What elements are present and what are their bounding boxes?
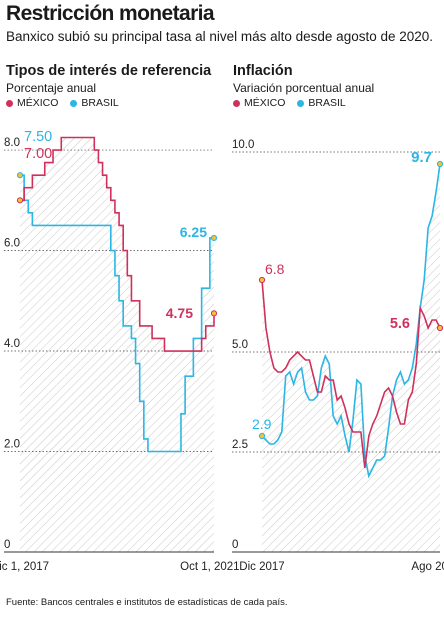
left-legend: MÉXICO BRASIL [6, 97, 119, 109]
endpoint-marker [436, 324, 444, 332]
rates-chart: 8.0 6.0 4.0 2.0 0 Dic 1, 2017 Oct 1, 2021 [0, 136, 240, 573]
inflation-brasil-end-label: 9.7 [411, 149, 432, 166]
inflation-mexico-start-label: 6.8 [265, 261, 285, 277]
x-tick-label: Ago 2021 [411, 561, 444, 573]
endpoint-marker [210, 310, 218, 317]
left-panel-title: Tipos de interés de referencia [6, 63, 212, 79]
endpoint-marker [436, 160, 444, 168]
x-tick-label: Dic 1, 2017 [0, 561, 49, 573]
endpoint-marker [210, 234, 218, 242]
legend-brasil-label: BRASIL [308, 97, 346, 109]
rates-mexico-start-label: 7.00 [24, 146, 52, 162]
hatched-area [262, 164, 440, 552]
inflation-brasil-start-label: 2.9 [252, 416, 272, 432]
x-tick-label: Dic 2017 [239, 561, 284, 573]
series-line-mexico [20, 136, 215, 352]
hatched-area [20, 137, 214, 553]
y-tick-label: 10.0 [232, 139, 254, 151]
y-tick-label: 0 [4, 539, 10, 551]
inflation-mexico-end-label: 5.6 [390, 316, 410, 332]
legend-brasil-label: BRASIL [81, 97, 119, 109]
y-tick-label: 6.0 [4, 238, 20, 250]
rates-brasil-start-label: 7.50 [24, 129, 52, 145]
endpoint-marker [16, 172, 24, 179]
legend-mexico-label: MÉXICO [244, 97, 286, 109]
legend-mexico-label: MÉXICO [17, 97, 59, 109]
rates-brasil-end-label: 6.25 [180, 224, 207, 240]
legend-brasil-swatch [297, 99, 305, 107]
source-note: Fuente: Bancos centrales e institutos de… [6, 597, 288, 608]
x-tick-label: Oct 1, 2021 [180, 561, 239, 573]
endpoint-marker [16, 197, 24, 204]
chart-title: Restricción monetaria [6, 2, 215, 25]
chart-subtitle: Banxico subió su principal tasa al nivel… [6, 29, 434, 44]
y-tick-label: 4.0 [4, 338, 20, 350]
left-panel-subtitle: Porcentaje anual [6, 81, 97, 95]
right-panel-title: Inflación [233, 63, 293, 79]
rates-mexico-end-label: 4.75 [166, 305, 193, 321]
y-tick-label: 8.0 [4, 137, 20, 149]
y-tick-label: 2.5 [232, 439, 248, 451]
series-line-mexico [261, 279, 441, 469]
legend-mexico-swatch [233, 99, 240, 107]
legend-mexico-swatch [6, 99, 13, 107]
endpoint-marker [258, 432, 266, 440]
right-panel-subtitle: Variación porcentual anual [233, 81, 375, 95]
series-line-brasil [20, 174, 214, 453]
endpoint-marker [258, 276, 266, 284]
right-legend: MÉXICO BRASIL [233, 97, 346, 109]
y-tick-label: 0 [232, 539, 238, 551]
legend-brasil-swatch [70, 99, 78, 107]
series-line-brasil [261, 163, 441, 479]
y-tick-label: 5.0 [232, 339, 248, 351]
y-tick-label: 2.0 [4, 439, 20, 451]
